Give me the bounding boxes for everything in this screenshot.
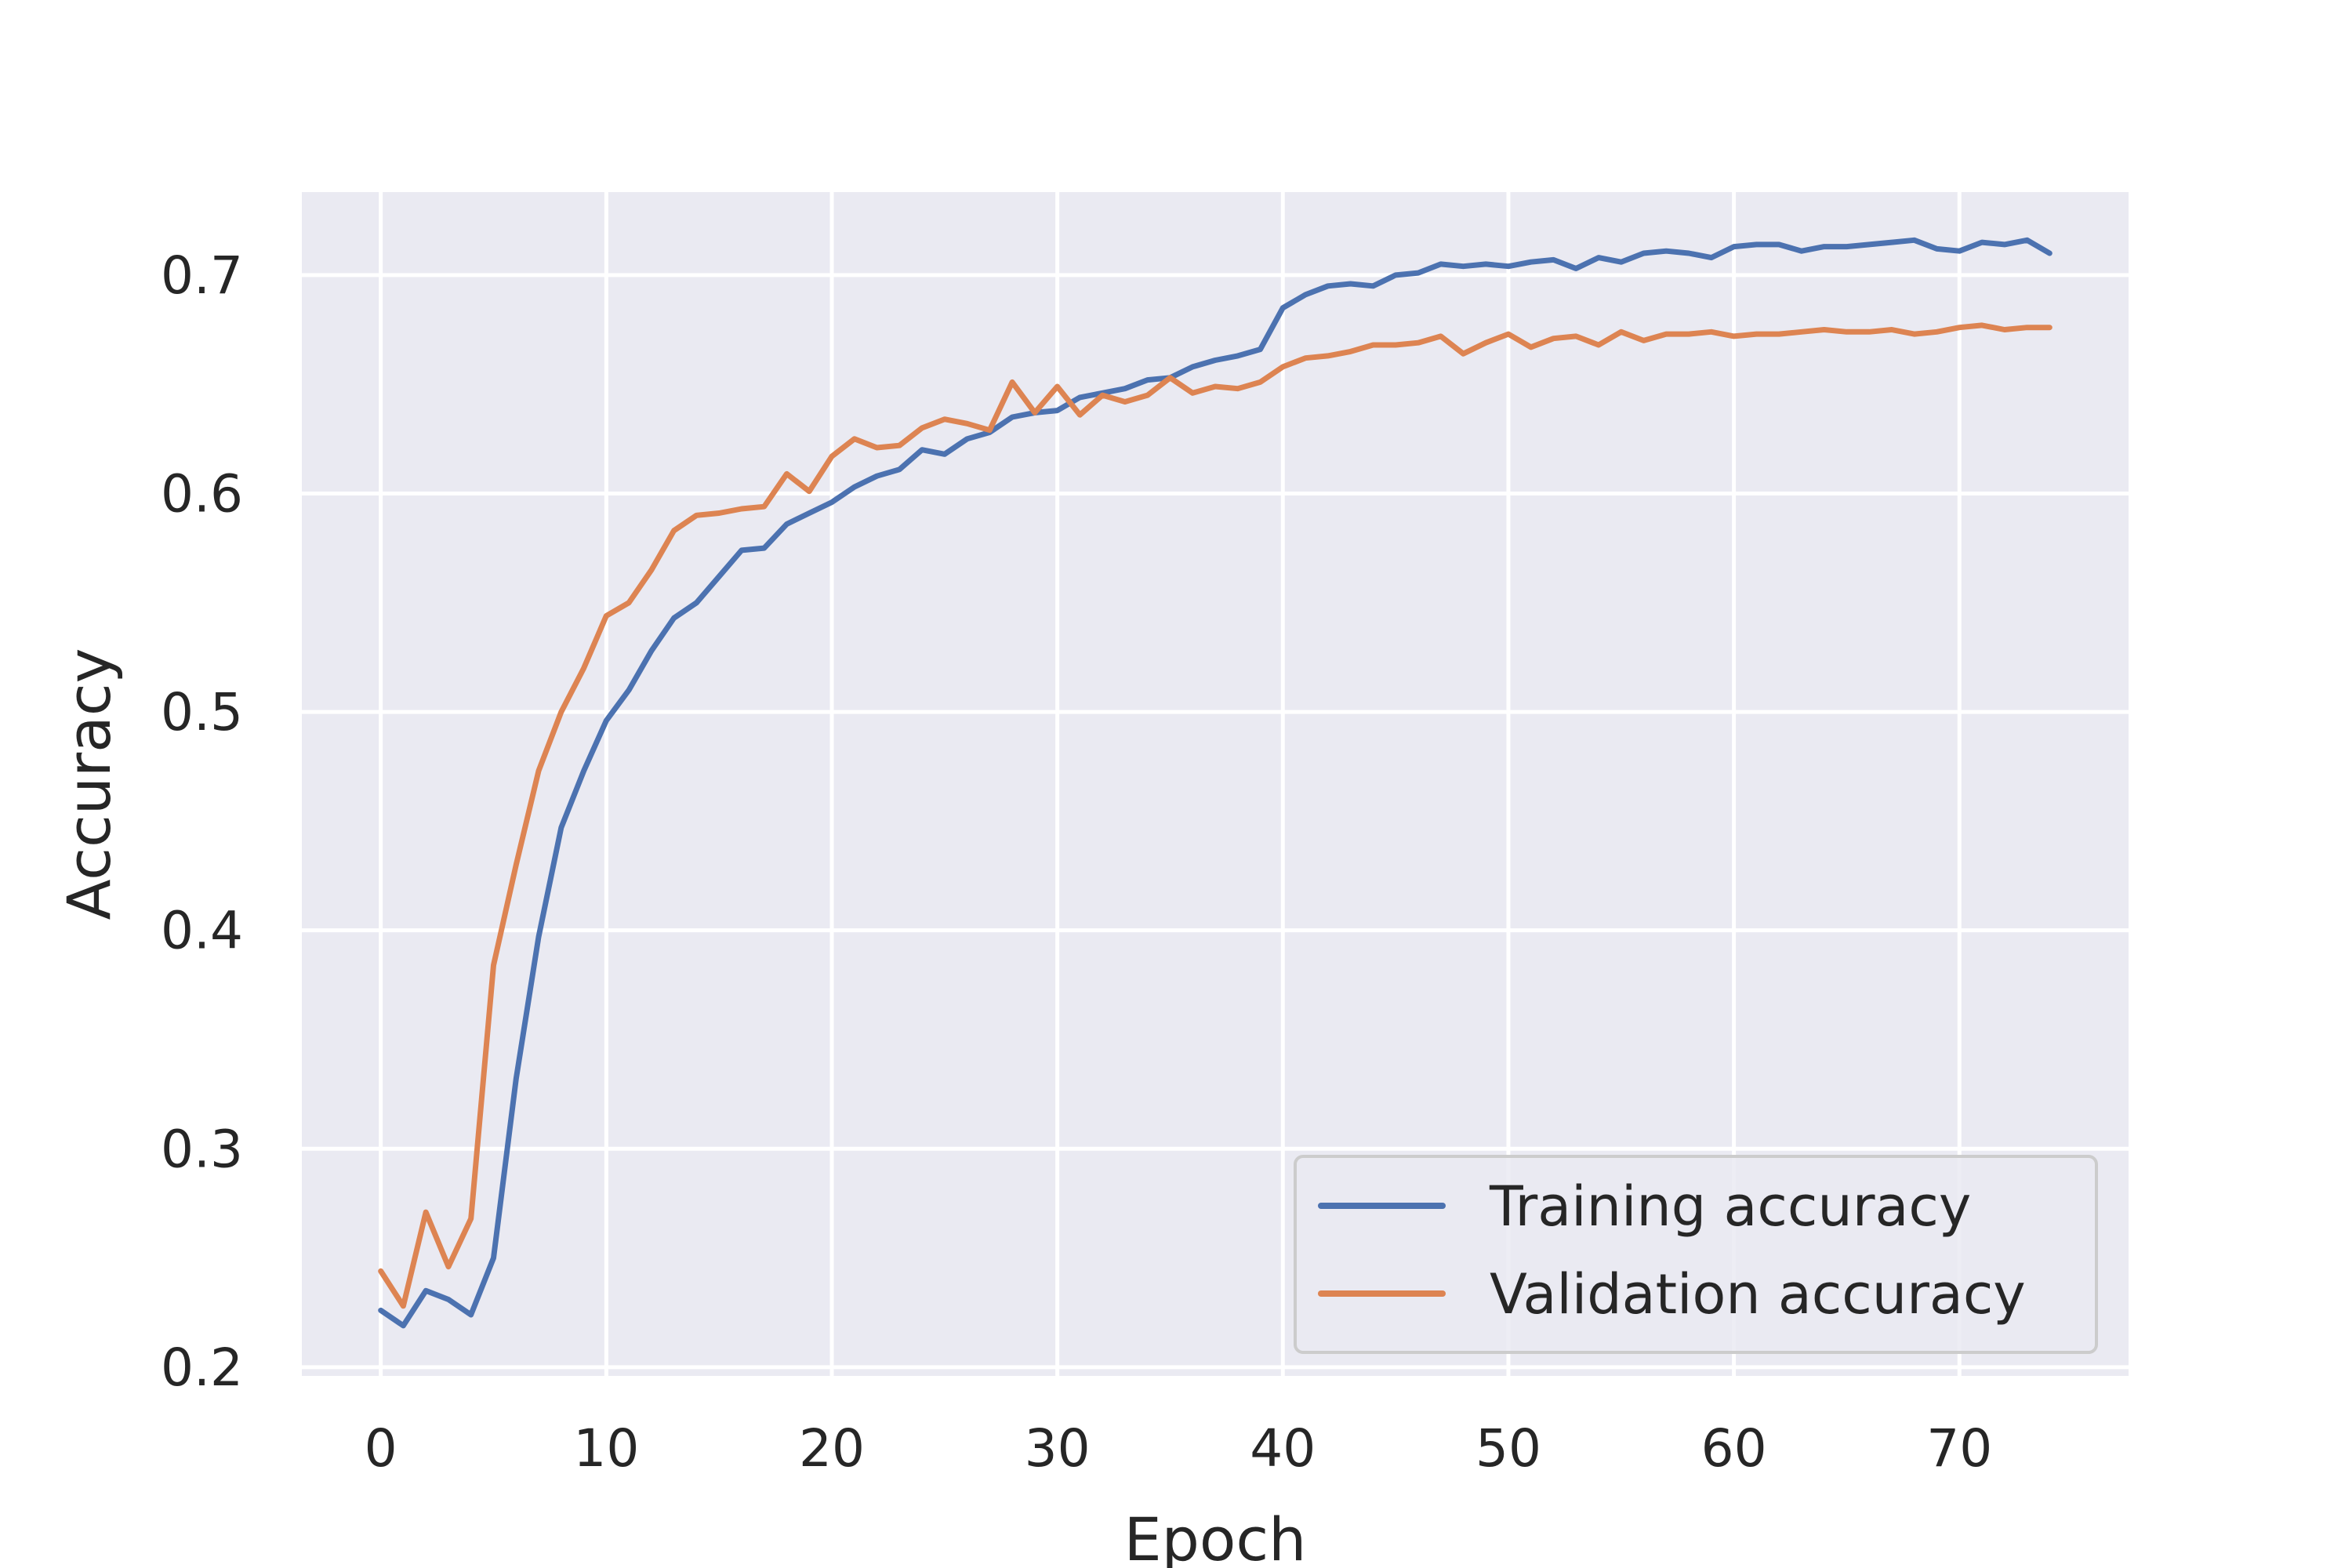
series-line-training <box>378 237 2053 1329</box>
x-tick-label: 70 <box>1926 1418 1992 1479</box>
y-tick-label: 0.4 <box>161 901 243 961</box>
x-axis-ticks: 0 10 20 30 40 50 60 70 <box>365 1418 1993 1479</box>
series-line-validation <box>378 322 2053 1309</box>
x-tick-label: 30 <box>1025 1418 1091 1479</box>
y-tick-label: 0.6 <box>161 463 243 524</box>
gridlines <box>302 192 2129 1376</box>
y-tick-label: 0.5 <box>161 682 243 742</box>
x-tick-label: 40 <box>1250 1418 1316 1479</box>
x-axis-label: Epoch <box>1124 1504 1307 1568</box>
legend-box <box>1294 1155 2098 1354</box>
x-tick-label: 50 <box>1475 1418 1541 1479</box>
y-tick-label: 0.2 <box>161 1338 243 1398</box>
legend: Training accuracy Validation accuracy <box>1294 1155 2098 1354</box>
y-axis-ticks: 0.2 0.3 0.4 0.5 0.6 0.7 <box>161 245 243 1398</box>
legend-label-training: Training accuracy <box>1489 1174 1971 1239</box>
x-tick-label: 60 <box>1701 1418 1767 1479</box>
x-tick-label: 20 <box>799 1418 865 1479</box>
y-tick-label: 0.7 <box>161 245 243 306</box>
series-lines <box>378 237 2053 1329</box>
x-tick-label: 0 <box>365 1418 397 1479</box>
y-tick-label: 0.3 <box>161 1119 243 1179</box>
legend-label-validation: Validation accuracy <box>1490 1262 2026 1327</box>
y-axis-label: Accuracy <box>54 648 124 920</box>
x-tick-label: 10 <box>573 1418 639 1479</box>
